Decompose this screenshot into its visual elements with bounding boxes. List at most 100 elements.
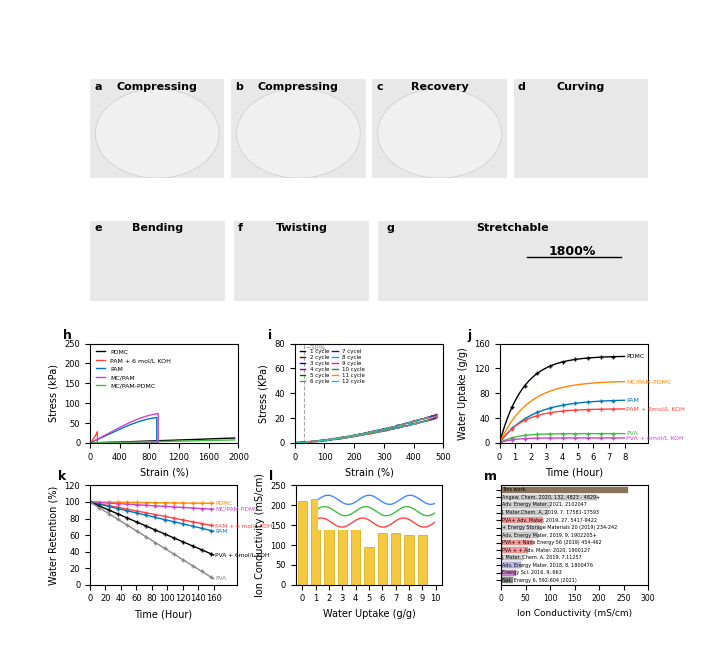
PAM [128, 420, 137, 428]
Text: Adv. Energy Mater. 2021, 2102047: Adv. Energy Mater. 2021, 2102047 [502, 503, 587, 507]
Ellipse shape [95, 89, 219, 178]
MC/PAM [86, 439, 94, 447]
PAM [104, 430, 113, 438]
3 cycle [395, 424, 403, 432]
7 cycel [323, 436, 332, 443]
7 cycel [392, 423, 400, 431]
PAM [86, 439, 94, 447]
Text: b: b [235, 82, 243, 92]
MC/PAM-PDMC [207, 436, 216, 444]
12 cycle [290, 438, 299, 446]
Y-axis label: Stress (KPa): Stress (KPa) [259, 364, 269, 422]
4 cycle [366, 430, 374, 438]
Text: PAM + 6 mol/L KOH: PAM + 6 mol/L KOH [215, 524, 273, 528]
Text: MC/PAM-PDMC: MC/PAM-PDMC [626, 379, 671, 384]
5 cycle [428, 412, 436, 420]
11 cycle [364, 430, 372, 438]
Text: k: k [58, 470, 66, 484]
Text: MC/PAM-PDMC: MC/PAM-PDMC [215, 507, 258, 512]
Bar [297, 501, 307, 585]
Bar [311, 499, 320, 585]
Line: 1 cycle: 1 cycle [294, 414, 437, 443]
2 cycle [368, 429, 377, 437]
Line: 4 cycle: 4 cycle [294, 415, 435, 443]
9 cycle [425, 413, 433, 420]
Text: c: c [377, 82, 383, 92]
X-axis label: Time (Hour): Time (Hour) [135, 609, 192, 619]
9 cycle [324, 435, 333, 443]
Text: J. Mater. Chem. A, 2019, 7,11257: J. Mater. Chem. A, 2019, 7,11257 [502, 555, 582, 560]
MC/PAM-PDMC [174, 437, 183, 445]
12 cycle [363, 430, 372, 438]
PAM + 6 mol/L KOH [93, 429, 102, 437]
Ellipse shape [378, 89, 501, 178]
9 cycle [290, 439, 299, 447]
Bar [391, 533, 400, 585]
Bar [338, 525, 347, 585]
1 cycle [290, 438, 299, 446]
MC/PAM-PDMC [86, 439, 94, 447]
Bar [501, 570, 516, 576]
Bar [405, 535, 414, 585]
5 cycle [290, 439, 299, 447]
11 cycle [379, 426, 387, 434]
Y-axis label: Water Uptake (g/g): Water Uptake (g/g) [459, 347, 469, 440]
Line: 9 cycle: 9 cycle [294, 417, 430, 443]
4 cycle [393, 424, 402, 432]
2 cycle [404, 419, 413, 427]
7 cycel [365, 430, 374, 438]
Y-axis label: Ion Conductivity (mS/cm): Ion Conductivity (mS/cm) [255, 473, 264, 597]
1 cycle [290, 439, 299, 447]
8 cycle [324, 436, 333, 443]
8 cycle [390, 424, 399, 432]
Text: Angew. Chem. 2020, 132, 4823 - 4829+: Angew. Chem. 2020, 132, 4823 - 4829+ [502, 495, 600, 500]
X-axis label: Strain (%): Strain (%) [140, 467, 189, 477]
6 cycle [382, 425, 390, 433]
4 cycle [402, 419, 411, 427]
9 cycle [399, 420, 408, 428]
4 cycle [290, 439, 299, 447]
11 cycle [397, 422, 406, 430]
Y-axis label: Stress (kPa): Stress (kPa) [49, 364, 59, 422]
Bar [501, 517, 543, 523]
MC/PAM [138, 413, 147, 421]
Bar [501, 540, 533, 545]
9 cycle [364, 430, 373, 438]
Text: J. Mater.Chem. A, 2019, 7, 17581-17593: J. Mater.Chem. A, 2019, 7, 17581-17593 [502, 510, 600, 515]
Text: Nat. Energy 6, 592-604 (2021): Nat. Energy 6, 592-604 (2021) [502, 578, 577, 583]
Text: Stretchable: Stretchable [477, 223, 549, 233]
5 cycle [365, 428, 374, 436]
3 cycle [290, 439, 299, 447]
Text: l: l [269, 470, 274, 484]
MC/PAM [94, 435, 102, 443]
12 cycle [422, 413, 431, 421]
MC/PAM-PDMC [86, 439, 95, 447]
4 cycle [367, 428, 376, 436]
PAM [94, 436, 102, 443]
5 cycle [292, 439, 300, 447]
10 cycle [290, 439, 299, 447]
Text: g: g [386, 223, 394, 233]
X-axis label: Strain (%): Strain (%) [345, 467, 393, 477]
Text: Adv. Energy Mater. 2018, 8, 1800476: Adv. Energy Mater. 2018, 8, 1800476 [502, 562, 593, 568]
8 cycle [364, 430, 372, 438]
4 cycle [428, 411, 437, 419]
9 cycle [390, 424, 398, 432]
3 cycle [290, 439, 299, 447]
PAM [89, 438, 97, 445]
MC/PAM [86, 439, 94, 447]
Line: 10 cycle: 10 cycle [294, 417, 429, 443]
Bar [501, 578, 513, 583]
PDMC [174, 436, 183, 444]
11 cycle [290, 439, 299, 447]
Bar [501, 487, 629, 493]
3 cycle [368, 428, 377, 436]
4 cycle [325, 436, 333, 443]
Text: i: i [268, 328, 272, 342]
MC/PAM-PDMC [172, 438, 181, 445]
MC/PAM [129, 417, 138, 425]
Text: PDMC: PDMC [626, 354, 644, 359]
PDMC [172, 436, 181, 444]
X-axis label: Water Uptake (g/g): Water Uptake (g/g) [323, 609, 415, 619]
Text: PDMC: PDMC [215, 501, 233, 506]
